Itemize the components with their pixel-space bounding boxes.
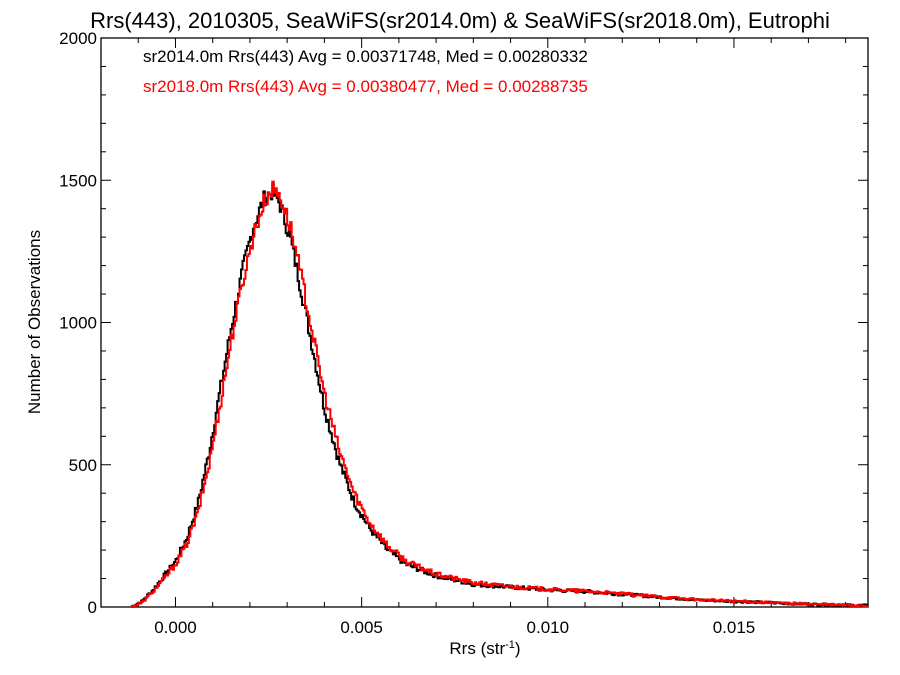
y-tick-label: 500 <box>69 456 97 475</box>
x-tick-label: 0.000 <box>154 618 197 637</box>
chart-title: Rrs(443), 2010305, SeaWiFS(sr2014.0m) & … <box>90 8 830 33</box>
axis-ticks: 0.000 0.005 0.010 0.015 0 500 1000 1500 2000 <box>59 29 868 637</box>
stats-label-series-1: sr2014.0m Rrs(443) Avg = 0.00371748, Med… <box>143 47 588 66</box>
plot-frame <box>100 37 869 608</box>
x-tick-label: 0.005 <box>340 618 383 637</box>
series-layer <box>130 180 869 608</box>
histogram-series-2 <box>130 180 869 608</box>
x-tick-label: 0.010 <box>527 618 570 637</box>
y-tick-label: 2000 <box>59 29 97 48</box>
y-tick-label: 1000 <box>59 314 97 333</box>
y-tick-label: 0 <box>88 598 97 617</box>
y-tick-label: 1500 <box>59 171 97 190</box>
y-axis-label: Number of Observations <box>25 230 44 414</box>
x-axis-label: Rrs (str-1) <box>449 639 520 658</box>
histogram-series-1 <box>130 183 869 608</box>
x-tick-label: 0.015 <box>713 618 756 637</box>
stats-label-series-2: sr2018.0m Rrs(443) Avg = 0.00380477, Med… <box>143 77 588 96</box>
